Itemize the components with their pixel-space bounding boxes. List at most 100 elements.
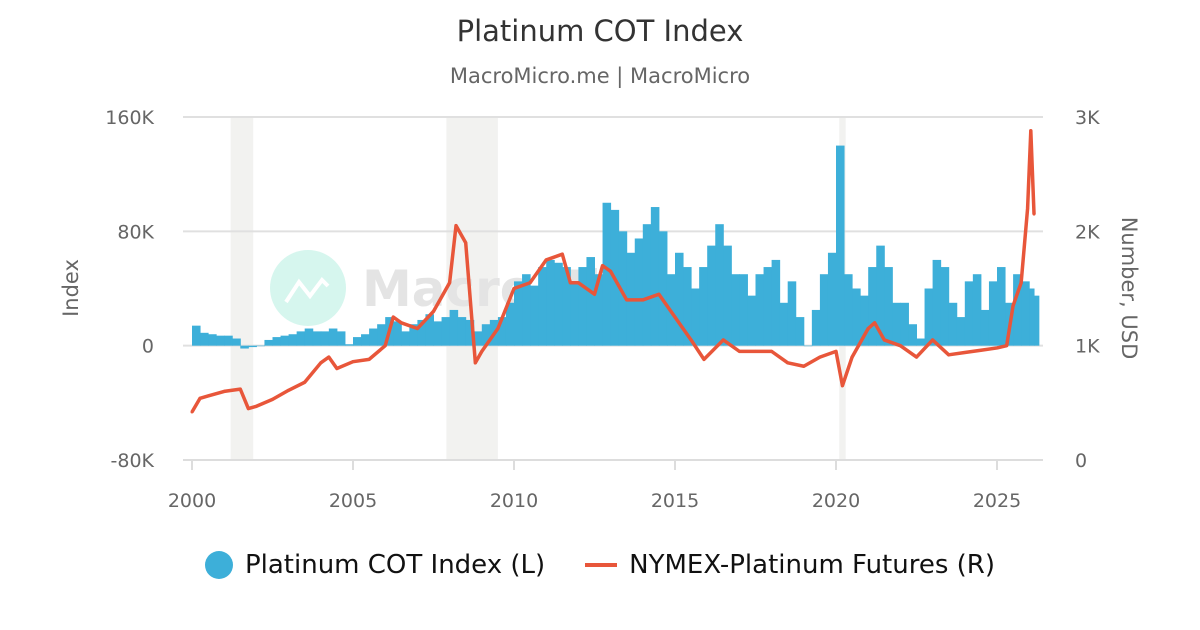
cot-index-bar (208, 334, 217, 346)
cot-index-bar (481, 324, 491, 346)
cot-index-bar (634, 238, 644, 346)
platinum-futures-point (319, 361, 323, 365)
platinum-futures-point (238, 387, 242, 391)
cot-index-bar (594, 274, 604, 346)
y-right-tick-label: 1K (1075, 336, 1100, 358)
y-right-label: Number, USD (1117, 217, 1141, 360)
cot-index-bar (844, 274, 853, 346)
cot-index-bar (860, 295, 869, 346)
cot-index-bar (449, 309, 459, 346)
platinum-futures-point (866, 327, 870, 331)
platinum-futures-point (601, 264, 605, 268)
cot-index-bar (787, 281, 797, 346)
platinum-futures-point (979, 348, 983, 352)
cot-index-bar (457, 317, 467, 346)
platinum-futures-point (544, 258, 548, 262)
cot-index-bar (803, 345, 813, 347)
cot-index-bar (216, 335, 225, 346)
legend-label: Platinum COT Index (L) (244, 550, 546, 580)
platinum-futures-point (818, 355, 822, 359)
platinum-futures-point (464, 241, 468, 245)
cot-index-bar (361, 334, 370, 346)
platinum-futures-point (702, 357, 706, 361)
platinum-futures-point (850, 355, 854, 359)
cot-index-bar (1029, 288, 1035, 346)
cot-index-bar (707, 245, 716, 346)
cot-index-bar (312, 331, 322, 346)
y-left-tick-label: -80K (111, 450, 155, 472)
cot-index-bar (940, 267, 950, 346)
cot-index-bar (723, 245, 732, 346)
cot-index-bar (336, 331, 346, 346)
y-right-tick-label: 0 (1075, 450, 1087, 472)
cot-index-bar (642, 224, 652, 346)
legend-item-cot-index[interactable]: Platinum COT Index (L) (204, 550, 546, 580)
cot-index-bar (683, 267, 692, 346)
platinum-futures-point (802, 364, 806, 368)
cot-index-bar (852, 288, 861, 346)
cot-index-bar (997, 267, 1006, 346)
cot-index-bar (819, 274, 829, 346)
x-tick-label: 2005 (329, 490, 377, 512)
platinum-futures-point (915, 355, 918, 359)
platinum-futures-point (576, 281, 580, 285)
platinum-futures-point (335, 367, 339, 371)
cot-index-bar (892, 302, 901, 346)
platinum-futures-point (496, 327, 500, 331)
chart-title: Platinum COT Index (456, 14, 744, 48)
platinum-futures-point (947, 353, 951, 357)
platinum-futures-point (448, 281, 452, 285)
platinum-futures-point (625, 298, 629, 302)
platinum-futures-point (206, 394, 210, 398)
platinum-futures-point (840, 384, 844, 388)
cot-index-bar (755, 274, 765, 346)
x-tick-label: 2010 (490, 490, 538, 512)
cot-index-bar (328, 328, 338, 346)
chart-subtitle: MacroMicro.me | MacroMicro (449, 64, 751, 88)
platinum-futures-point (473, 361, 477, 365)
platinum-futures-point (560, 252, 564, 256)
cot-index-bar (948, 302, 958, 346)
cot-index-bar (972, 274, 982, 346)
platinum-futures-point (1005, 344, 1009, 348)
legend-item-platinum-futures[interactable]: NYMEX-Platinum Futures (R) (585, 550, 995, 580)
cot-index-bar (876, 245, 885, 346)
cot-index-bar (747, 295, 756, 346)
legend: Platinum COT Index (L) NYMEX-Platinum Fu… (0, 550, 1200, 580)
platinum-futures-point (512, 287, 516, 290)
shaded-period (230, 117, 254, 460)
platinum-futures-point (641, 298, 645, 302)
cot-index-bar (465, 319, 475, 346)
cot-index-bar (650, 207, 660, 346)
platinum-futures-point (327, 355, 331, 359)
cot-index-bar (932, 259, 942, 346)
platinum-futures-point (995, 346, 999, 350)
cot-index-bar (570, 281, 579, 346)
cot-index-bar (232, 338, 241, 346)
platinum-futures-point (399, 321, 403, 325)
cot-index-bar (393, 321, 402, 346)
cot-index-bar (441, 317, 451, 346)
legend-line-icon (585, 563, 618, 567)
cot-index-bar (795, 317, 805, 346)
platinum-futures-point (609, 269, 613, 273)
platinum-futures-point (198, 396, 202, 400)
cot-index-bar (409, 324, 418, 346)
platinum-futures-point (593, 292, 596, 296)
cot-index-bar (514, 281, 523, 346)
shaded-period (446, 117, 498, 460)
y-left-label: Index (59, 259, 83, 317)
platinum-futures-point (721, 338, 725, 342)
y-left-tick-label: 80K (117, 221, 154, 243)
cot-index-bar (280, 335, 290, 346)
cot-index-bar (836, 145, 845, 346)
cot-index-bar (763, 267, 773, 346)
platinum-futures-point (222, 389, 226, 393)
platinum-futures-point (246, 407, 250, 411)
legend-label: NYMEX-Platinum Futures (R) (629, 550, 996, 580)
platinum-futures-point (931, 338, 935, 342)
platinum-futures-point (882, 338, 886, 342)
platinum-futures-point (1032, 212, 1036, 216)
cot-index-bar (256, 345, 265, 347)
